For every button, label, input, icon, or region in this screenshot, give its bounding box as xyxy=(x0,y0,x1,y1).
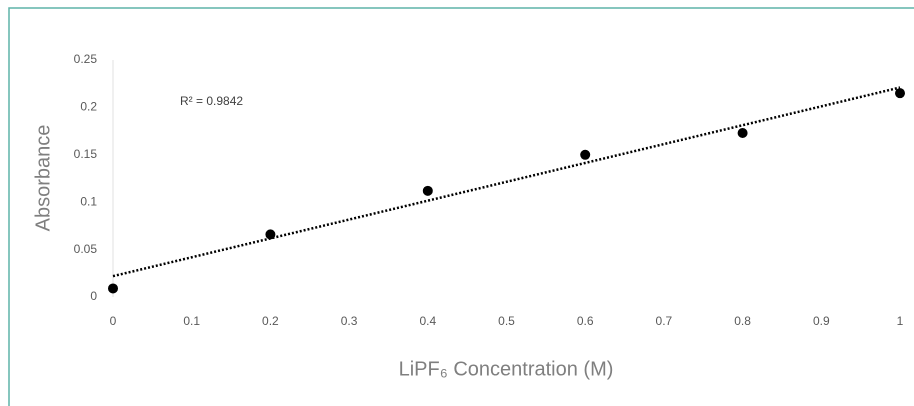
point xyxy=(422,185,433,196)
y-tick-label: 0.15 xyxy=(74,147,98,161)
frame xyxy=(8,7,914,406)
y-tick-label: 0.2 xyxy=(80,100,97,114)
x-tick-label: 0.3 xyxy=(341,314,358,328)
y-tick-label: 0.05 xyxy=(74,242,98,256)
x-tick-label: 1 xyxy=(897,314,904,328)
annotation: R² = 0.9842 xyxy=(180,94,243,108)
x-tick-label: 0.9 xyxy=(813,314,830,328)
x-tick-label: 0.8 xyxy=(734,314,751,328)
point xyxy=(265,229,276,240)
y-tick-label: 0.1 xyxy=(80,194,97,208)
x-axis-title: LiPF₆ Concentration (M) xyxy=(399,358,614,380)
point xyxy=(580,149,591,160)
x-tick-label: 0.7 xyxy=(656,314,673,328)
x-tick-label: 0.1 xyxy=(183,314,200,328)
y-tick-label: 0 xyxy=(90,289,97,303)
trendline xyxy=(112,86,901,278)
point xyxy=(895,88,905,99)
x-tick-label: 0.5 xyxy=(498,314,515,328)
x-tick-label: 0.2 xyxy=(262,314,279,328)
point xyxy=(737,127,748,138)
x-tick-label: 0.6 xyxy=(577,314,594,328)
x-tick-label: 0 xyxy=(110,314,117,328)
x-tick-label: 0.4 xyxy=(419,314,436,328)
point xyxy=(108,283,118,294)
y-axis-title: Absorbance xyxy=(32,125,54,232)
y-tick-label: 0.25 xyxy=(74,52,98,66)
